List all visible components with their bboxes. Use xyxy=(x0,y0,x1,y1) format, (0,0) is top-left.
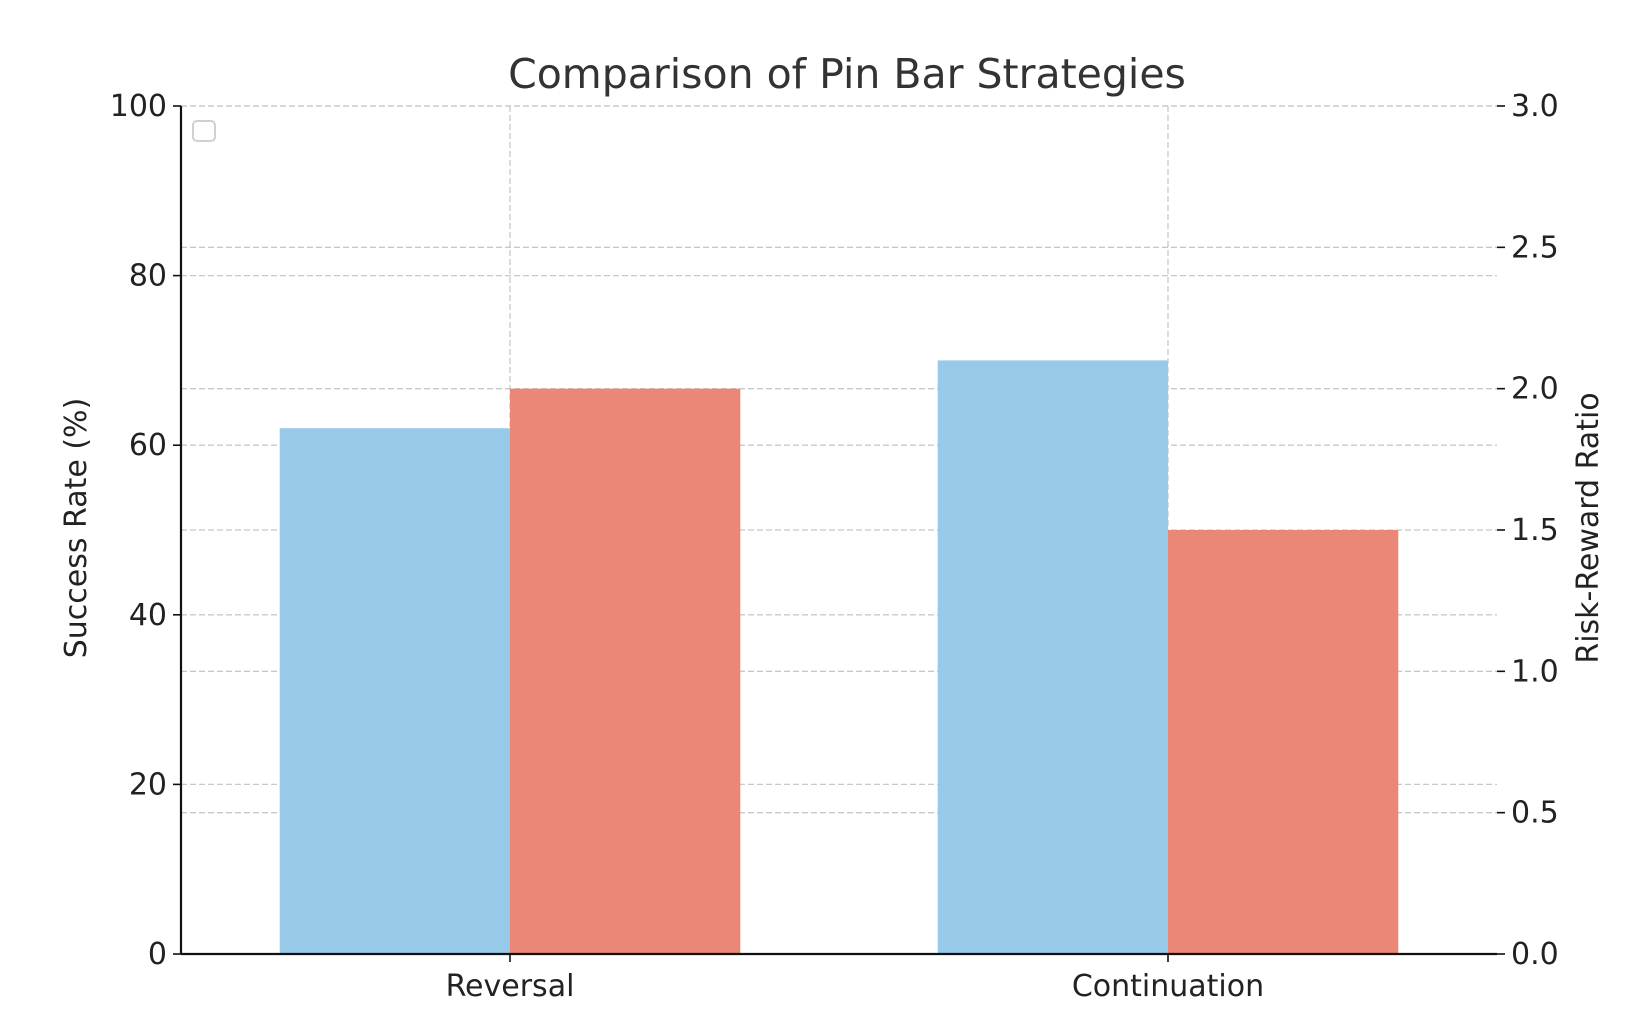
bar-series-1-reversal xyxy=(510,388,741,955)
x-tick-label-continuation: Continuation xyxy=(1072,969,1264,1004)
chart-title: Comparison of Pin Bar Strategies xyxy=(508,50,1186,98)
ticks-layer: 0 20 40 60 80 100 0.0 0.5 1.0 1.5 2.0 2.5 3.0 Reversa… xyxy=(110,89,1559,1004)
y-axis-label-left: Success Rate (%) xyxy=(59,398,94,659)
y-axis-label-right: Risk-Reward Ratio xyxy=(1571,392,1606,663)
y-tick-label-right-3: 1.5 xyxy=(1511,513,1559,548)
bar-series-0-reversal xyxy=(279,428,510,954)
y-tick-label-left-0: 0 xyxy=(148,937,167,972)
x-tick-label-reversal: Reversal xyxy=(446,969,575,1004)
y-tick-label-right-1: 0.5 xyxy=(1511,796,1559,831)
y-tick-label-right-2: 1.0 xyxy=(1511,654,1559,689)
y-tick-label-left-4: 80 xyxy=(129,259,167,294)
y-tick-label-right-6: 3.0 xyxy=(1511,89,1559,124)
y-tick-label-right-4: 2.0 xyxy=(1511,372,1559,407)
bars-layer xyxy=(279,360,1399,955)
y-tick-label-right-0: 0.0 xyxy=(1511,937,1559,972)
y-tick-label-left-5: 100 xyxy=(110,89,167,124)
y-tick-label-left-2: 40 xyxy=(129,598,167,633)
y-tick-label-left-3: 60 xyxy=(129,428,167,463)
bar-series-1-continuation xyxy=(1168,530,1399,954)
legend-box xyxy=(192,120,216,142)
y-tick-label-left-1: 20 xyxy=(129,767,167,802)
bar-series-0-continuation xyxy=(937,360,1168,954)
y-tick-label-right-5: 2.5 xyxy=(1511,230,1559,265)
axes-layer xyxy=(179,106,1497,956)
